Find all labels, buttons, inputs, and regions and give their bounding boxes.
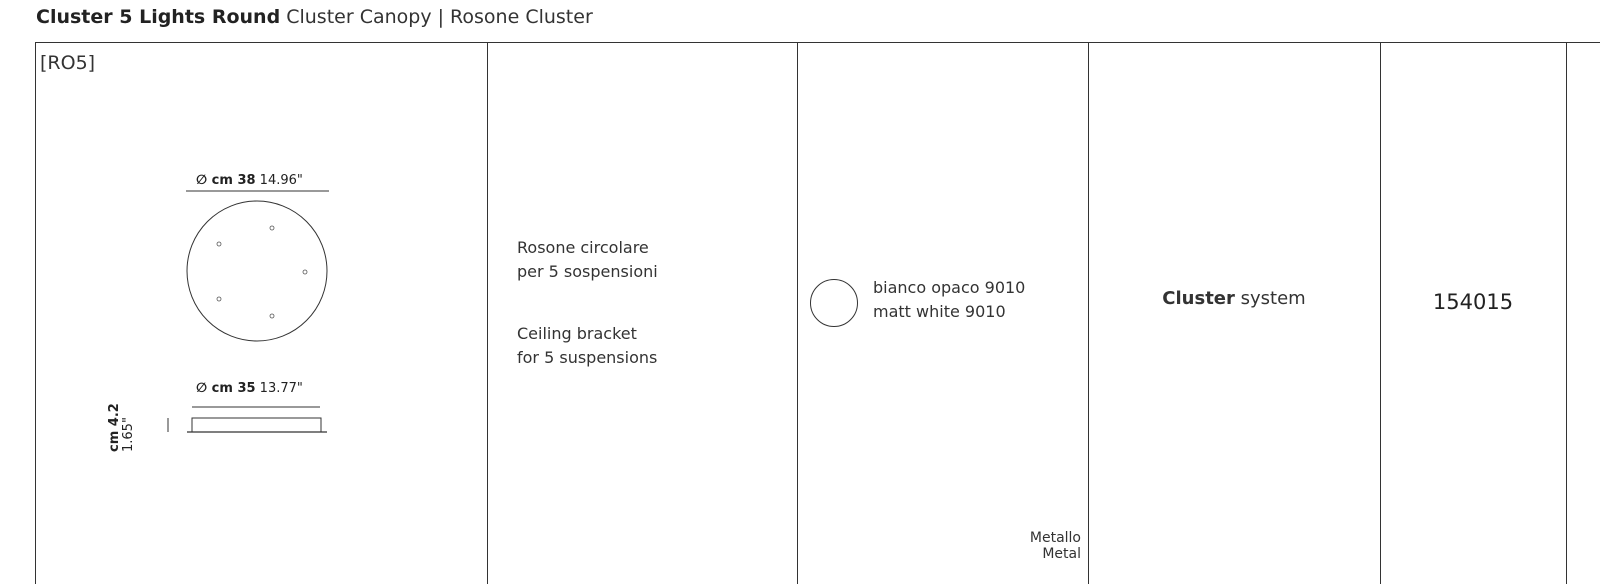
title-subtitle: Cluster Canopy | Rosone Cluster	[286, 6, 593, 28]
column-divider	[797, 42, 798, 584]
article-number: 154015	[1432, 290, 1514, 314]
material-label: Metallo Metal	[1029, 530, 1081, 562]
finish-swatch	[810, 279, 858, 327]
page-title: Cluster 5 Lights Round Cluster Canopy | …	[36, 6, 593, 28]
top-diameter-label: ∅ cm 38 14.96"	[196, 173, 303, 188]
canopy-drawing	[167, 190, 329, 433]
suspension-holes	[216, 225, 308, 319]
bottom-diameter-label: ∅ cm 35 13.77"	[196, 381, 303, 396]
column-divider	[1088, 42, 1089, 584]
canopy-side-view	[191, 417, 322, 433]
title-product-name: Cluster 5 Lights Round	[36, 6, 281, 28]
column-divider	[35, 42, 36, 584]
description-english: Ceiling bracket for 5 suspensions	[517, 324, 658, 367]
column-divider	[487, 42, 488, 584]
description-italian: Rosone circolare per 5 sospensioni	[517, 238, 658, 281]
finish-label: bianco opaco 9010 matt white 9010	[873, 278, 1026, 321]
canopy-top-view	[186, 200, 328, 342]
system-label: Cluster system	[1162, 288, 1306, 309]
table-top-border	[35, 42, 1600, 43]
column-divider	[1566, 42, 1567, 584]
column-divider	[1380, 42, 1381, 584]
product-code: [RO5]	[40, 52, 96, 74]
